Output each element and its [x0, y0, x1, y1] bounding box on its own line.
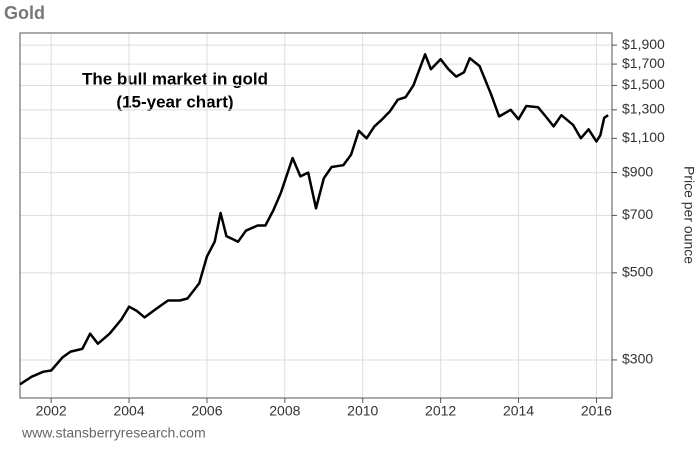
price-line	[19, 53, 609, 386]
x-tick-label: 2012	[425, 403, 456, 419]
y-tick-label: $1,300	[622, 101, 665, 117]
y-tick-label: $1,900	[622, 36, 665, 52]
x-tick-label: 2008	[269, 403, 300, 419]
y-tick-label: $500	[622, 264, 653, 280]
chart-title: Gold	[4, 3, 45, 23]
plot-border	[19, 32, 613, 399]
annotation: (15-year chart)	[116, 92, 233, 111]
source: www.stansberryresearch.com	[21, 425, 206, 441]
y-tick-label: $700	[622, 206, 653, 222]
x-tick-label: 2010	[347, 403, 378, 419]
x-tick-label: 2016	[581, 403, 612, 419]
y-tick-label: $1,700	[622, 55, 665, 71]
y-axis-label: Price per ounce	[681, 166, 697, 264]
y-tick-label: $1,500	[622, 76, 665, 92]
y-tick-label: $900	[622, 163, 653, 179]
y-tick-label: $1,100	[622, 129, 665, 145]
x-tick-label: 2002	[36, 403, 67, 419]
x-tick-label: 2014	[503, 403, 534, 419]
y-tick-label: $300	[622, 351, 653, 367]
annotation: The bull market in gold	[82, 69, 268, 88]
x-tick-label: 2006	[191, 403, 222, 419]
x-tick-label: 2004	[113, 403, 144, 419]
